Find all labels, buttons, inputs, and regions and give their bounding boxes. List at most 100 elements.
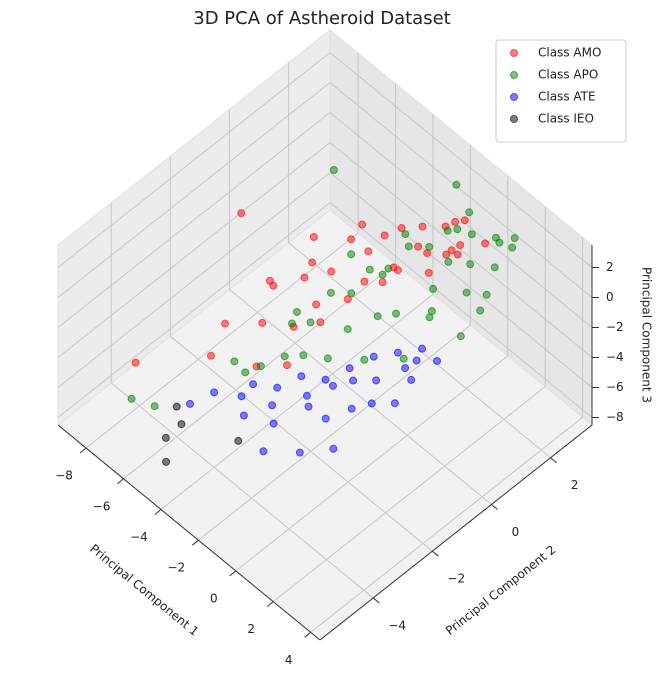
z-tick-label: −4 <box>606 350 624 364</box>
point <box>401 230 410 239</box>
point <box>404 242 413 251</box>
tick-mark <box>372 597 380 604</box>
point <box>237 392 246 401</box>
point <box>265 276 274 285</box>
point <box>442 250 451 259</box>
point <box>220 319 229 328</box>
point <box>407 375 416 384</box>
point <box>495 238 504 247</box>
point <box>345 364 354 373</box>
point <box>392 309 401 318</box>
point <box>295 448 304 457</box>
point <box>433 356 442 365</box>
y-tick-label: −4 <box>388 618 406 632</box>
z-tick-label: 2 <box>606 260 614 274</box>
point <box>326 288 335 297</box>
point <box>312 300 321 309</box>
point <box>427 307 436 316</box>
tick-mark <box>117 478 124 485</box>
series <box>131 209 490 371</box>
point <box>393 348 402 357</box>
point <box>343 295 352 304</box>
point <box>273 383 282 392</box>
point <box>280 352 289 361</box>
point <box>127 394 136 403</box>
point <box>476 306 485 315</box>
series <box>127 166 519 411</box>
point <box>360 355 369 364</box>
point <box>239 411 248 420</box>
point <box>327 267 336 276</box>
grid-line <box>329 52 593 268</box>
x-tick-label: −6 <box>93 499 111 513</box>
grid-line <box>170 335 433 552</box>
grid-line <box>57 52 331 268</box>
point <box>269 419 278 428</box>
point <box>210 388 219 397</box>
point <box>347 235 356 244</box>
grid-line <box>57 202 331 418</box>
x-tick-label: −2 <box>168 561 186 575</box>
grid-line <box>229 289 492 505</box>
point <box>328 381 337 390</box>
point <box>131 358 140 367</box>
grid-line <box>110 382 374 599</box>
point <box>258 318 267 327</box>
point <box>453 225 462 234</box>
point <box>323 354 332 363</box>
point <box>304 402 313 411</box>
point <box>300 273 309 282</box>
point <box>490 263 499 272</box>
z-tick-label: −2 <box>606 320 624 334</box>
tick-mark <box>154 509 162 515</box>
point <box>453 250 462 259</box>
point <box>414 242 423 251</box>
tick-mark <box>266 601 274 607</box>
point <box>447 246 456 255</box>
point <box>234 436 243 445</box>
point <box>329 166 338 175</box>
point <box>372 376 381 385</box>
series <box>161 402 243 466</box>
point <box>306 318 315 327</box>
point <box>347 250 356 259</box>
series <box>186 344 442 457</box>
point <box>172 402 181 411</box>
y-tick-label: 0 <box>512 525 520 539</box>
point <box>467 230 476 239</box>
point <box>268 401 277 410</box>
tick-mark <box>432 550 439 557</box>
grid-line <box>57 82 331 298</box>
point <box>186 399 195 408</box>
x-axis <box>57 424 321 641</box>
legend-label: Class APO <box>538 68 598 82</box>
legend-marker <box>510 115 518 123</box>
point <box>482 290 491 299</box>
y-tick-label: −2 <box>447 572 465 586</box>
point <box>358 220 367 229</box>
point <box>360 277 369 286</box>
legend-box <box>495 39 627 143</box>
point <box>283 361 292 370</box>
point <box>329 444 338 453</box>
x-tick-label: 2 <box>247 622 255 636</box>
grid-line <box>160 294 434 510</box>
point <box>302 391 311 400</box>
point <box>390 399 399 408</box>
legend: Class AMO Class APO Class ATE Class IEO <box>495 39 627 143</box>
point <box>369 352 378 361</box>
x-axis-label: Principal Component 1 <box>87 542 201 639</box>
legend-marker <box>510 93 518 101</box>
point <box>508 243 517 252</box>
point <box>321 375 330 384</box>
grid-line <box>57 142 331 358</box>
x-tick-label: 0 <box>210 591 218 605</box>
point <box>399 354 408 363</box>
grid-line <box>329 172 593 388</box>
point <box>347 289 356 298</box>
point <box>365 265 374 274</box>
point <box>444 257 453 266</box>
grid-line <box>57 172 331 388</box>
point <box>412 356 421 365</box>
